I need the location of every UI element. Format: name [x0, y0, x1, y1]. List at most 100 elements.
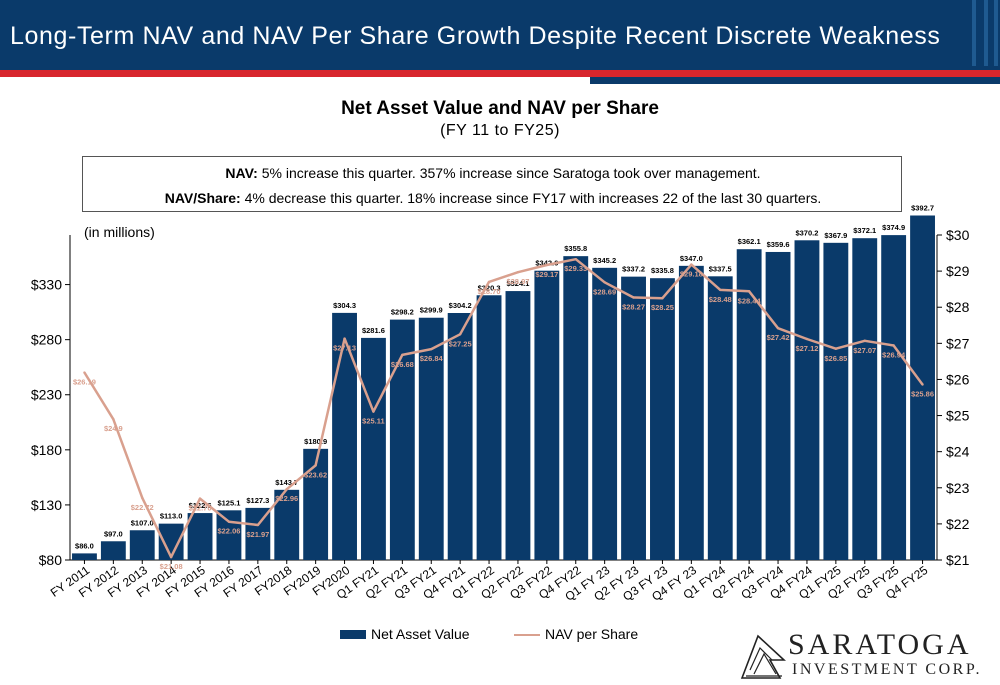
nav-bar — [678, 265, 704, 560]
nav-per-share-label: $26.19 — [73, 378, 96, 387]
nav-bar-label: $122.6 — [189, 501, 212, 510]
nav-per-share-label: $27.12 — [795, 344, 818, 353]
nav-bar — [303, 448, 329, 560]
nav-per-share-label: $28.44 — [738, 296, 762, 305]
nav-bar — [592, 267, 618, 560]
left-axis-tick-label: $80 — [39, 552, 63, 568]
nav-bar-label: $370.2 — [795, 228, 818, 237]
nav-bar-label: $125.1 — [217, 498, 240, 507]
nav-bar-label: $86.0 — [75, 541, 94, 550]
nav-bar — [476, 295, 502, 560]
nav-per-share-point — [458, 333, 462, 336]
nav-bar-label: $337.2 — [622, 265, 645, 274]
nav-per-share-label: $27.42 — [767, 333, 790, 342]
nav-bar-label: $335.8 — [651, 266, 674, 275]
legend-label-nav-per-share: NAV per Share — [545, 626, 639, 642]
nav-per-share-label: $21.97 — [246, 530, 269, 539]
nav-bar-label: $320.3 — [478, 283, 501, 292]
nav-per-share-point — [603, 281, 606, 284]
nav-per-share-point — [661, 296, 664, 300]
nav-per-share-point — [892, 344, 895, 347]
right-axis-tick-label: $23 — [946, 480, 970, 496]
nav-bar-label: $127.3 — [246, 496, 269, 505]
logo-subtitle: INVESTMENT CORP. — [792, 661, 982, 678]
nav-bar-label: $107.0 — [131, 518, 154, 527]
right-axis-tick-label: $26 — [946, 371, 970, 387]
nav-per-share-label: $22.06 — [217, 527, 240, 536]
nav-bar — [534, 270, 560, 560]
left-axis-tick-label: $180 — [31, 442, 62, 458]
nav-per-share-point — [169, 555, 173, 559]
nav-per-share-point — [516, 270, 520, 274]
nav-bar-label: $281.6 — [362, 326, 385, 335]
right-axis-tick-label: $27 — [946, 335, 970, 351]
nav-bar-label: $324.1 — [506, 279, 529, 288]
summary-line-nav: NAV: 5% increase this quarter. 357% incr… — [83, 165, 903, 181]
nav-bar — [650, 278, 675, 560]
nav-bar — [765, 251, 791, 560]
nav-per-share-label: $21.08 — [160, 562, 183, 571]
nav-per-share-point — [574, 257, 577, 261]
nav-per-share-point — [805, 337, 809, 341]
nav-per-share-point — [83, 371, 86, 374]
legend-swatch-nav-per-share — [514, 634, 540, 636]
nav-per-share-label: $26.94 — [882, 351, 906, 360]
saratoga-logo: SARATOGA INVESTMENT CORP. — [740, 628, 998, 683]
nav-bar-label: $180.9 — [304, 437, 327, 446]
nav-per-share-point — [487, 280, 491, 284]
nav-bar — [72, 553, 97, 560]
nav-bar-label: $355.8 — [564, 244, 587, 253]
nav-bar — [361, 337, 386, 560]
nav-bar-label: $304.3 — [333, 301, 356, 310]
nav-bar-label: $299.9 — [420, 306, 443, 315]
nav-bar — [794, 240, 820, 560]
nav-per-share-label: $27.07 — [853, 346, 876, 355]
nav-bar — [418, 317, 444, 560]
nav-per-share-point — [112, 417, 115, 421]
nav-bar — [129, 530, 155, 560]
chart-subtitle: (FY 11 to FY25) — [440, 122, 560, 139]
legend-swatch-nav — [340, 630, 366, 639]
nav-bar-label: $97.0 — [104, 529, 123, 538]
nav-per-share-point — [921, 383, 924, 386]
right-axis-tick-label: $30 — [946, 227, 970, 243]
nav-per-share-label: $25.11 — [362, 417, 385, 426]
nav-bar-label: $337.5 — [709, 264, 732, 273]
nav-per-share-label: $28.48 — [709, 295, 732, 304]
nav-bar-label: $298.2 — [391, 308, 414, 317]
nav-per-share-label: $26.84 — [420, 354, 444, 363]
nav-per-share-label: $22.70 — [189, 504, 212, 513]
nav-bar-label: $342.6 — [535, 259, 558, 268]
nav-bar-label: $372.1 — [853, 226, 876, 235]
right-axis-tick-label: $24 — [946, 444, 970, 460]
nav-per-share-point — [690, 263, 693, 266]
nav-bar-label: $392.7 — [911, 204, 934, 213]
nav-per-share-point — [430, 347, 433, 351]
nav-per-share-point — [314, 464, 317, 467]
nav-bar — [852, 238, 878, 560]
nav-bar — [881, 235, 907, 560]
nav-per-share-point — [198, 497, 202, 500]
left-axis-tick-label: $280 — [31, 332, 62, 348]
logo-name: SARATOGA — [788, 628, 972, 661]
nav-per-share-point — [285, 488, 288, 491]
legend-label-nav: Net Asset Value — [371, 626, 470, 642]
nav-per-share-label: $26.85 — [824, 354, 847, 363]
left-axis-tick-label: $230 — [31, 387, 62, 403]
nav-per-share-label: $28.27 — [622, 302, 645, 311]
units-label: (in millions) — [84, 224, 155, 240]
nav-bar — [563, 256, 589, 560]
right-axis-tick-label: $28 — [946, 299, 970, 315]
horse-emblem-icon — [740, 634, 786, 679]
nav-bar-label: $359.6 — [767, 240, 790, 249]
summary-text-nav: 5% increase this quarter. 357% increase … — [257, 165, 761, 181]
nav-per-share-point — [227, 520, 231, 523]
nav-bar — [100, 541, 126, 560]
nav-per-share-label: $28.97 — [506, 277, 529, 286]
nav-per-share-label: $26.68 — [391, 360, 414, 369]
nav-bar — [707, 276, 733, 560]
nav-per-share-point — [545, 263, 549, 267]
right-axis-tick-label: $22 — [946, 516, 970, 532]
nav-bar — [823, 242, 849, 561]
